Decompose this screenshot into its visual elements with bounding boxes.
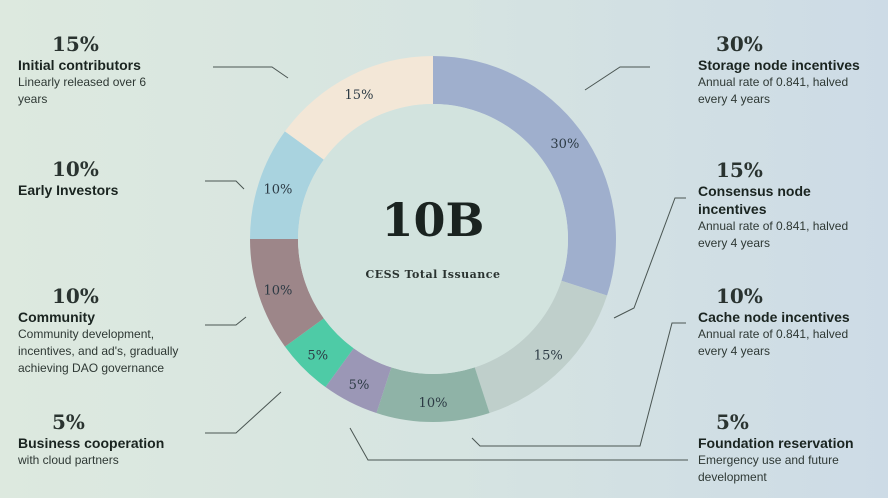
legend-title: Consensus node incentives bbox=[698, 183, 811, 217]
leader-line bbox=[205, 391, 282, 434]
donut-hole bbox=[298, 104, 568, 374]
legend-initial-contributors: 15% Initial contributors Linearly releas… bbox=[18, 32, 198, 108]
slice-value-label: 15% bbox=[345, 88, 374, 103]
leader-line bbox=[584, 66, 650, 91]
legend-title: Community bbox=[18, 309, 95, 325]
leader-line bbox=[205, 180, 245, 190]
legend-title: Early Investors bbox=[18, 182, 119, 198]
slice-value-label: 15% bbox=[534, 348, 563, 363]
leader-line bbox=[471, 322, 686, 447]
slice-consensus-node-incentives bbox=[474, 280, 608, 414]
legend-percent: 10% bbox=[52, 157, 99, 181]
legend-percent: 30% bbox=[716, 32, 763, 56]
legend-percent: 15% bbox=[716, 158, 763, 182]
slice-early-investors bbox=[250, 131, 324, 239]
legend-percent: 15% bbox=[52, 32, 99, 56]
legend-description: Linearly released over 6 years bbox=[18, 75, 147, 106]
legend-early-investors: 10% Early Investors bbox=[18, 157, 198, 199]
legend-percent: 5% bbox=[52, 410, 85, 434]
legend-business-cooperation: 5% Business cooperation with cloud partn… bbox=[18, 410, 198, 469]
legend-consensus-node: 15% Consensus node incentives Annual rat… bbox=[698, 158, 878, 252]
legend-title: Business cooperation bbox=[18, 435, 165, 451]
legend-description: Annual rate of 0.841, halved every 4 yea… bbox=[698, 219, 849, 250]
slice-value-label: 5% bbox=[349, 378, 370, 393]
slice-cache-node-incentives bbox=[376, 367, 490, 422]
slice-foundation-reservation bbox=[325, 348, 392, 414]
legend-percent: 10% bbox=[716, 284, 763, 308]
center-label: CESS Total Issuance bbox=[366, 268, 501, 281]
legend-title: Cache node incentives bbox=[698, 309, 850, 325]
leader-line bbox=[205, 316, 247, 326]
leader-line bbox=[613, 197, 686, 319]
legend-title: Storage node incentives bbox=[698, 57, 860, 73]
legend-description: Annual rate of 0.841, halved every 4 yea… bbox=[698, 327, 849, 358]
slice-business-cooperation bbox=[284, 318, 354, 388]
legend-title: Initial contributors bbox=[18, 57, 141, 73]
legend-percent: 10% bbox=[52, 284, 99, 308]
slice-initial-contributors bbox=[284, 56, 433, 160]
legend-description: Annual rate of 0.841, halved every 4 yea… bbox=[698, 75, 849, 106]
slice-value-label: 5% bbox=[307, 348, 328, 363]
legend-foundation-reservation: 5% Foundation reservation Emergency use … bbox=[698, 410, 878, 486]
slice-value-label: 30% bbox=[550, 137, 579, 152]
slice-value-label: 10% bbox=[264, 183, 293, 198]
legend-community: 10% Community Community development, inc… bbox=[18, 284, 198, 377]
legend-storage-node: 30% Storage node incentives Annual rate … bbox=[698, 32, 878, 108]
legend-description: Community development, incentives, and a… bbox=[18, 327, 179, 375]
center-value: 10B bbox=[382, 193, 485, 247]
slice-storage-node-incentives bbox=[433, 56, 616, 296]
slice-value-label: 10% bbox=[419, 396, 448, 411]
legend-description: with cloud partners bbox=[18, 453, 119, 467]
slice-community bbox=[250, 239, 324, 347]
legend-description: Emergency use and future development bbox=[698, 453, 839, 484]
legend-cache-node: 10% Cache node incentives Annual rate of… bbox=[698, 284, 878, 360]
leader-line bbox=[349, 427, 688, 461]
slice-value-label: 10% bbox=[264, 283, 293, 298]
legend-percent: 5% bbox=[716, 410, 749, 434]
legend-title: Foundation reservation bbox=[698, 435, 854, 451]
leader-line bbox=[213, 66, 289, 79]
